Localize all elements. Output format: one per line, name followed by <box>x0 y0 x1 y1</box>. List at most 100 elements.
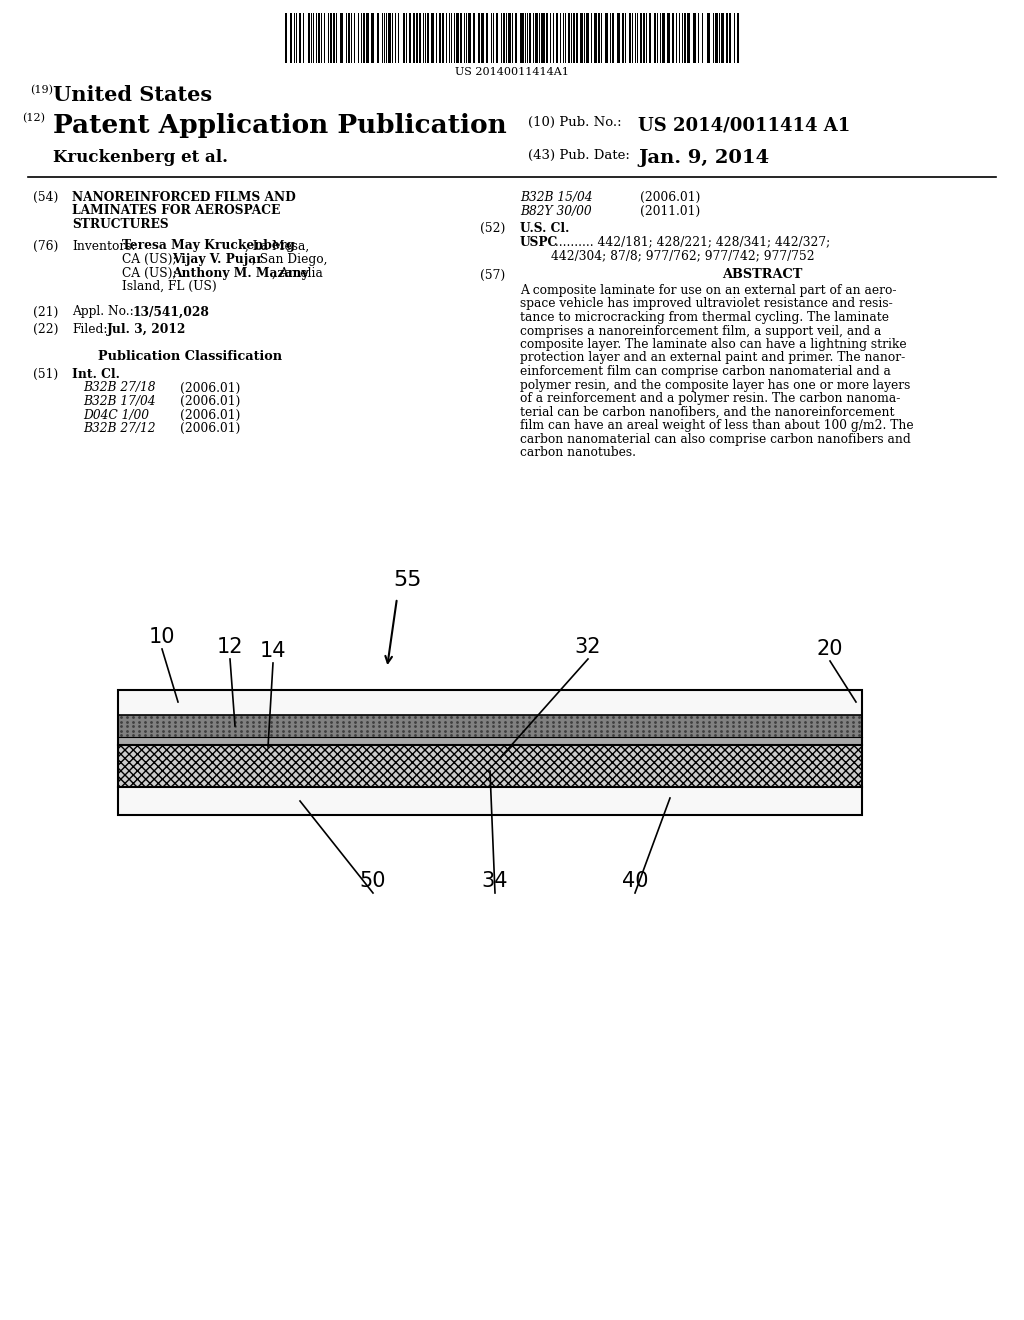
Text: 40: 40 <box>622 871 648 891</box>
Text: 14: 14 <box>260 642 287 661</box>
Text: Island, FL (US): Island, FL (US) <box>122 280 217 293</box>
Bar <box>736 13 739 63</box>
Bar <box>586 13 589 63</box>
Text: United States: United States <box>53 84 212 106</box>
Bar <box>468 13 470 63</box>
Bar <box>728 13 730 63</box>
Bar <box>118 690 862 715</box>
Bar <box>715 13 718 63</box>
Bar <box>640 13 642 63</box>
Bar <box>524 13 526 63</box>
Text: (21): (21) <box>33 305 58 318</box>
Text: B32B 27/18: B32B 27/18 <box>83 381 156 395</box>
Text: Inventors:: Inventors: <box>72 239 135 252</box>
Bar <box>556 13 558 63</box>
Bar <box>485 13 488 63</box>
Text: US 2014/0011414 A1: US 2014/0011414 A1 <box>638 116 850 135</box>
Text: comprises a nanoreinforcement film, a support veil, and a: comprises a nanoreinforcement film, a su… <box>520 325 882 338</box>
Text: , Amelia: , Amelia <box>272 267 323 280</box>
Bar <box>726 13 727 63</box>
Bar <box>573 13 575 63</box>
Text: (12): (12) <box>22 114 45 123</box>
Bar <box>377 13 379 63</box>
Bar <box>721 13 724 63</box>
Bar <box>529 13 531 63</box>
Text: (54): (54) <box>33 191 58 205</box>
Bar <box>515 13 516 63</box>
Bar <box>672 13 674 63</box>
Bar <box>481 13 484 63</box>
Text: STRUCTURES: STRUCTURES <box>72 218 169 231</box>
Bar <box>508 13 511 63</box>
Bar <box>683 13 685 63</box>
Bar <box>347 13 349 63</box>
Text: Publication Classification: Publication Classification <box>98 351 282 363</box>
Text: Jan. 9, 2014: Jan. 9, 2014 <box>638 149 769 168</box>
Text: ABSTRACT: ABSTRACT <box>722 268 802 281</box>
Text: terial can be carbon nanofibers, and the nanoreinforcement: terial can be carbon nanofibers, and the… <box>520 405 895 418</box>
Bar <box>611 13 613 63</box>
Text: 55: 55 <box>393 570 422 590</box>
Bar <box>643 13 645 63</box>
Bar <box>385 13 387 63</box>
Bar <box>333 13 335 63</box>
Text: 442/304; 87/8; 977/762; 977/742; 977/752: 442/304; 87/8; 977/762; 977/742; 977/752 <box>551 249 815 261</box>
Bar <box>616 13 620 63</box>
Text: (57): (57) <box>480 268 505 281</box>
Bar <box>629 13 631 63</box>
Bar <box>118 787 862 814</box>
Bar <box>575 13 578 63</box>
Bar <box>445 13 447 63</box>
Text: (10) Pub. No.:: (10) Pub. No.: <box>528 116 622 129</box>
Text: (52): (52) <box>480 222 506 235</box>
Bar <box>567 13 569 63</box>
Bar <box>503 13 505 63</box>
Text: polymer resin, and the composite layer has one or more layers: polymer resin, and the composite layer h… <box>520 379 910 392</box>
Bar <box>413 13 415 63</box>
Bar <box>637 13 638 63</box>
Bar <box>676 13 677 63</box>
Text: Vijay V. Pujar: Vijay V. Pujar <box>172 253 263 267</box>
Bar <box>340 13 343 63</box>
Text: (2006.01): (2006.01) <box>180 408 241 421</box>
Text: einforcement film can comprise carbon nanomaterial and a: einforcement film can comprise carbon na… <box>520 366 891 378</box>
Bar <box>299 13 301 63</box>
Bar <box>473 13 475 63</box>
Text: Jul. 3, 2012: Jul. 3, 2012 <box>106 323 186 337</box>
Text: (2006.01): (2006.01) <box>180 422 241 436</box>
Bar <box>594 13 597 63</box>
Bar <box>318 13 319 63</box>
Bar <box>442 13 444 63</box>
Text: US 20140011414A1: US 20140011414A1 <box>455 67 569 77</box>
Text: (19): (19) <box>30 84 53 95</box>
Bar <box>460 13 462 63</box>
Text: (2011.01): (2011.01) <box>640 205 700 218</box>
Bar <box>402 13 404 63</box>
Bar <box>604 13 607 63</box>
Text: A composite laminate for use on an external part of an aero-: A composite laminate for use on an exter… <box>520 284 896 297</box>
Bar <box>667 13 670 63</box>
Text: Anthony M. Mazany: Anthony M. Mazany <box>172 267 308 280</box>
Text: .......... 442/181; 428/221; 428/341; 442/327;: .......... 442/181; 428/221; 428/341; 44… <box>551 235 830 248</box>
Text: carbon nanomaterial can also comprise carbon nanofibers and: carbon nanomaterial can also comprise ca… <box>520 433 910 446</box>
Bar <box>285 13 287 63</box>
Bar <box>541 13 545 63</box>
Text: (2006.01): (2006.01) <box>180 381 241 395</box>
Text: CA (US);: CA (US); <box>122 267 180 280</box>
Text: 10: 10 <box>148 627 175 647</box>
Text: 13/541,028: 13/541,028 <box>132 305 209 318</box>
Text: of a reinforcement and a polymer resin. The carbon nanoma-: of a reinforcement and a polymer resin. … <box>520 392 900 405</box>
Text: carbon nanotubes.: carbon nanotubes. <box>520 446 636 459</box>
Text: protection layer and an external paint and primer. The nanor-: protection layer and an external paint a… <box>520 351 905 364</box>
Text: 34: 34 <box>481 871 508 891</box>
Bar <box>496 13 498 63</box>
Text: USPC: USPC <box>520 235 558 248</box>
Bar <box>707 13 710 63</box>
Text: Kruckenberg et al.: Kruckenberg et al. <box>53 149 228 166</box>
Bar <box>701 13 703 63</box>
Bar <box>409 13 411 63</box>
Bar <box>315 13 317 63</box>
Bar <box>118 690 862 814</box>
Bar <box>118 737 862 744</box>
Text: U.S. Cl.: U.S. Cl. <box>520 222 569 235</box>
